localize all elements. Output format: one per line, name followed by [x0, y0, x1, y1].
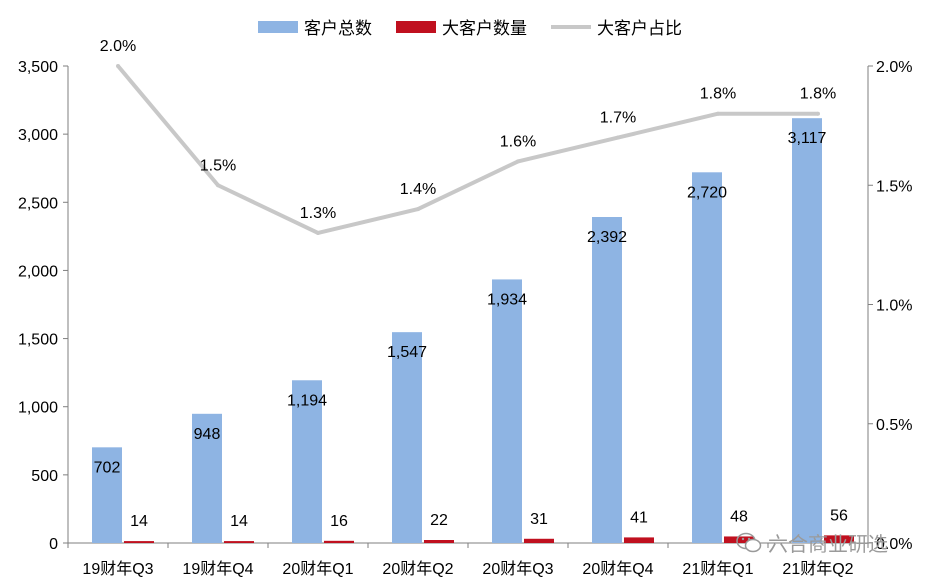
line-major-share-point [816, 111, 820, 116]
y-left-tick-label: 1,500 [18, 332, 58, 349]
bar-major-customers [324, 540, 354, 543]
line-major-share-point [116, 64, 120, 68]
bar-major-customers-label: 22 [430, 512, 448, 529]
line-major-share-point [516, 159, 520, 164]
bar-total-customers [492, 279, 522, 543]
line-major-share-point [416, 207, 420, 212]
bar-major-customers [424, 540, 454, 543]
y-left-tick-label: 3,000 [18, 127, 58, 144]
bar-total-customers-label: 2,720 [687, 184, 727, 201]
bar-major-customers-label: 14 [230, 513, 248, 530]
line-major-share-label: 1.8% [700, 86, 736, 103]
bar-total-customers-label: 1,547 [387, 344, 427, 361]
y-left-tick-label: 2,500 [18, 195, 58, 212]
x-tick-label: 21财年Q2 [782, 560, 853, 578]
bar-major-customers-label: 56 [830, 507, 848, 524]
legend-label-major-customers: 大客户数量 [442, 19, 527, 38]
line-major-share [116, 64, 818, 235]
x-tick-label: 19财年Q4 [182, 560, 253, 578]
bar-major-customers-label: 31 [530, 511, 548, 528]
line-major-share-label: 1.5% [200, 157, 236, 174]
bar-total-customers-label: 3,117 [788, 130, 827, 147]
bar-major-customers [124, 541, 154, 543]
legend-item-major-customers: 大客户数量 [396, 14, 527, 39]
y-left-tick-label: 1,000 [18, 400, 58, 417]
bar-major-customers [524, 538, 554, 543]
y-left-tick-label: 0 [49, 536, 58, 553]
line-major-share-label: 1.3% [300, 205, 336, 222]
bar-major-customers-label: 16 [330, 513, 348, 530]
x-tick-label: 20财年Q1 [282, 560, 353, 578]
bar-total-customers [692, 172, 722, 543]
y-left-tick-label: 2,000 [18, 263, 58, 280]
legend-label-total-customers: 客户总数 [304, 19, 372, 38]
line-major-share-point [716, 111, 720, 116]
bar-total-customers [292, 380, 322, 543]
bar-total-customers [192, 413, 222, 543]
bar-total-customers [92, 447, 122, 543]
watermark: 六合商业研选 [736, 528, 888, 557]
line-major-share-point [616, 135, 620, 140]
line-major-share-label: 1.7% [600, 110, 636, 127]
legend-swatch-major-customers [396, 20, 436, 33]
x-tick-label: 21财年Q1 [682, 560, 753, 578]
line-major-share-label: 1.8% [800, 86, 836, 103]
legend-label-major-share: 大客户占比 [597, 19, 682, 38]
y-right-tick-label: 0.5% [876, 417, 912, 434]
line-major-share-label: 2.0% [100, 38, 136, 55]
bar-major-customers-label: 48 [730, 508, 748, 525]
x-tick-label: 20财年Q2 [382, 560, 453, 578]
line-major-share-label: 1.6% [500, 133, 536, 150]
legend: 客户总数 大客户数量 大客户占比 [258, 14, 682, 39]
bar-major-customers [824, 535, 854, 543]
line-major-share-point [216, 183, 220, 188]
y-right-tick-label: 1.5% [876, 178, 912, 195]
y-left-tick-label: 500 [31, 468, 58, 485]
bar-major-customers [724, 536, 754, 543]
bar-major-customers-label: 14 [130, 513, 148, 530]
bar-total-customers [392, 332, 422, 543]
legend-swatch-total-customers [258, 20, 298, 33]
bar-total-customers [592, 217, 622, 543]
x-tick-label: 20财年Q4 [582, 560, 653, 578]
x-tick-label: 20财年Q3 [482, 560, 553, 578]
bar-major-customers [224, 541, 254, 543]
x-tick-label: 19财年Q3 [82, 560, 153, 578]
legend-item-total-customers: 客户总数 [258, 14, 372, 39]
y-right-tick-label: 0.0% [876, 536, 912, 553]
bar-total-customers [792, 118, 822, 544]
legend-item-major-share: 大客户占比 [551, 14, 682, 39]
bar-total-customers-label: 948 [194, 426, 221, 443]
watermark-text: 六合商业研选 [768, 534, 888, 556]
bar-major-customers [624, 537, 654, 543]
y-right-tick-label: 2.0% [876, 59, 912, 76]
legend-swatch-major-share [551, 24, 591, 29]
bar-major-customers-label: 41 [630, 509, 648, 526]
bar-total-customers-label: 2,392 [587, 229, 627, 246]
y-left-tick-label: 3,500 [18, 59, 58, 76]
bar-total-customers-label: 702 [94, 459, 121, 476]
bar-total-customers-label: 1,934 [487, 291, 527, 308]
wechat-icon [736, 532, 762, 552]
line-major-share-label: 1.4% [400, 181, 436, 198]
bar-total-customers-label: 1,194 [287, 392, 327, 409]
line-major-share-point [316, 230, 320, 235]
y-right-tick-label: 1.0% [876, 298, 912, 315]
